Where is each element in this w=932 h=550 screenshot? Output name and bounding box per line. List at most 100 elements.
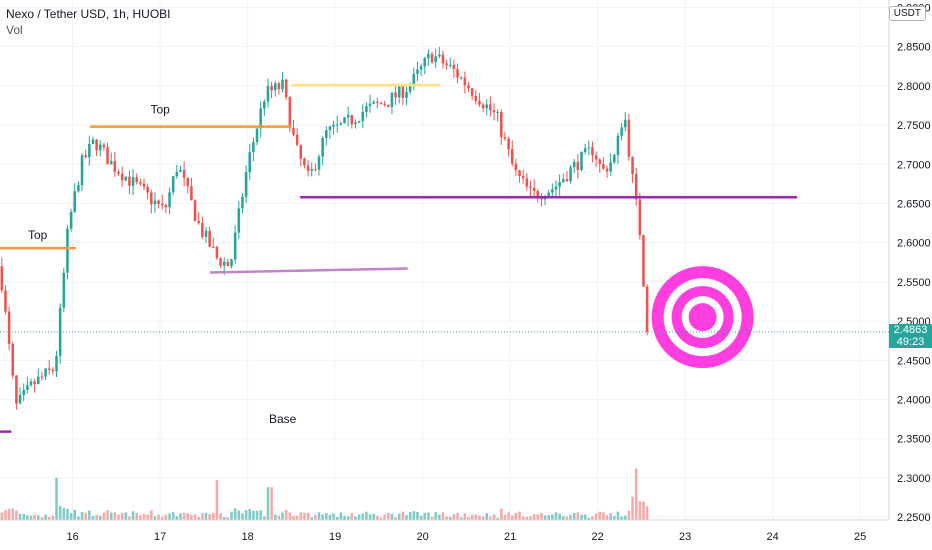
volume-bar: [310, 517, 313, 520]
volume-bar: [529, 516, 532, 520]
volume-bar: [47, 516, 51, 520]
candle-body: [7, 311, 11, 344]
annotation-label: Base: [269, 412, 297, 426]
volume-bar: [244, 510, 248, 520]
volume-bar: [500, 508, 503, 520]
volume-bar: [306, 512, 310, 520]
volume-bar: [521, 516, 525, 520]
volume-bar: [303, 512, 306, 520]
candle-body: [193, 200, 197, 221]
volume-bar: [29, 515, 33, 520]
candle-body: [33, 381, 36, 384]
candle-body: [627, 119, 631, 157]
candle-body: [95, 139, 98, 151]
volume-bar: [80, 511, 84, 520]
volume-bar: [496, 517, 499, 520]
candle-body: [98, 144, 102, 151]
candle-body: [215, 246, 219, 259]
volume-bar: [638, 501, 642, 520]
volume-bar: [237, 510, 241, 520]
candle-body: [631, 156, 634, 175]
candle-body: [587, 147, 591, 149]
candle-body: [288, 97, 292, 129]
volume-bar: [583, 514, 587, 520]
volume-bar: [536, 514, 540, 520]
candle-body: [146, 186, 149, 193]
volume-bar: [387, 513, 390, 520]
candle-body: [303, 158, 306, 166]
candle-body: [226, 261, 230, 267]
candle-body: [470, 88, 474, 96]
volume-bar: [33, 514, 36, 520]
volume-bar: [317, 512, 321, 520]
candle-body: [412, 73, 416, 86]
candle-body: [507, 138, 510, 150]
volume-bar: [124, 512, 128, 520]
candle-body: [346, 115, 350, 118]
volume-bar: [204, 512, 208, 520]
candle-body: [55, 355, 58, 372]
y-tick-label: 2.4000: [897, 394, 931, 406]
volume-bar: [219, 513, 222, 520]
candle-body: [164, 205, 168, 208]
volume-bar: [602, 512, 605, 520]
candle-body: [113, 161, 117, 172]
volume-bar: [58, 505, 62, 520]
volume-bar: [397, 513, 401, 520]
candle-body: [212, 246, 215, 248]
volume-bar: [642, 501, 645, 520]
candle-body: [379, 102, 383, 105]
volume-bar: [241, 513, 244, 520]
candle-body: [510, 149, 514, 164]
volume-bar: [419, 515, 423, 520]
candle-body: [532, 187, 536, 192]
volume-bar: [175, 516, 179, 520]
x-tick-label: 18: [242, 531, 254, 543]
candle-body: [423, 58, 427, 67]
volume-bar: [372, 513, 375, 520]
volume-bar: [591, 516, 594, 520]
candle-body: [562, 179, 565, 183]
volume-bar: [73, 509, 77, 520]
candle-body: [642, 235, 645, 287]
candle-body: [222, 261, 226, 266]
candle-body: [598, 159, 602, 164]
candle-body: [88, 143, 91, 158]
volume-bar: [368, 514, 372, 520]
candle-body: [153, 200, 157, 205]
volume-bar: [222, 517, 226, 520]
volume-bar: [325, 513, 328, 520]
candle-body: [77, 185, 80, 192]
candle-body: [540, 198, 543, 200]
volume-bar: [102, 512, 106, 520]
volume-bar: [343, 515, 346, 520]
currency-button[interactable]: USDT: [888, 6, 926, 21]
volume-bar: [55, 477, 58, 520]
candle-body: [69, 212, 73, 229]
volume-bar: [164, 514, 168, 520]
volume-bar: [540, 513, 543, 520]
volume-bar: [485, 513, 488, 520]
volume-bar: [248, 509, 252, 520]
candle-body: [514, 163, 518, 171]
candle-body: [281, 79, 284, 90]
volume-bar: [120, 512, 124, 520]
volume-bar: [547, 515, 550, 520]
candle-body: [204, 230, 208, 237]
candle-body: [467, 85, 470, 89]
volume-bar: [408, 512, 412, 520]
y-tick-label: 2.7500: [897, 120, 931, 132]
volume-bar: [467, 516, 470, 520]
volume-bar: [277, 515, 281, 520]
volume-bar: [623, 515, 627, 520]
volume-bar: [456, 513, 459, 520]
candle-body: [572, 161, 576, 168]
candle-body: [441, 54, 445, 64]
volume-bar: [193, 514, 197, 520]
candle-body: [244, 172, 248, 197]
x-tick-label: 25: [854, 531, 866, 543]
candle-body: [73, 191, 77, 213]
volume-bar: [427, 512, 430, 520]
volume-bar: [631, 496, 634, 520]
